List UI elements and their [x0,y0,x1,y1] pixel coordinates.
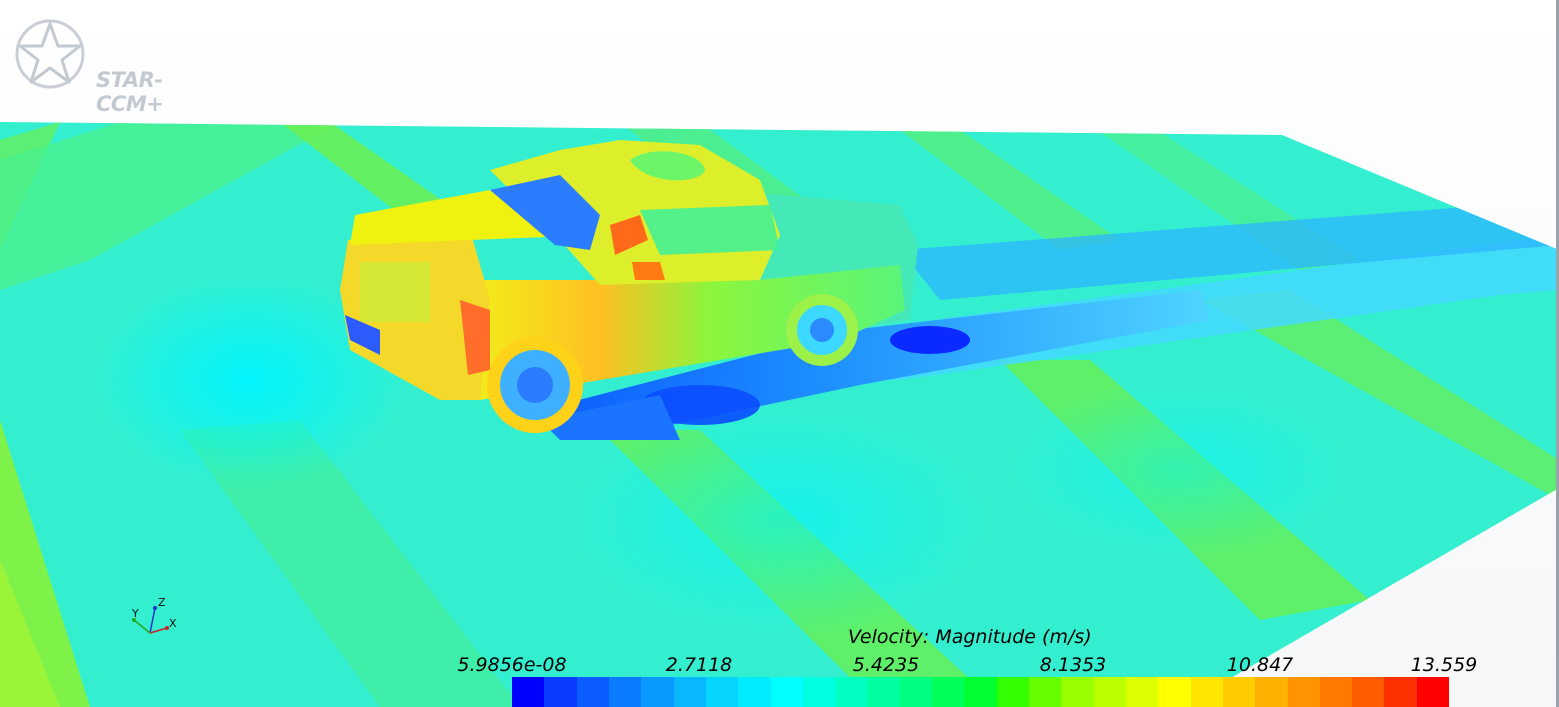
colorbar-swatch [932,677,965,707]
colorbar-swatch [899,677,933,707]
colorbar-swatch [1061,677,1094,707]
colorbar-swatch [1384,677,1417,707]
colorbar-swatch [996,677,1029,707]
legend-colorbar [512,677,1450,707]
colorbar-swatch [705,677,739,707]
colorbar-swatch [738,677,771,707]
logo-text: STAR-CCM+ [96,68,164,116]
star-ccm-logo-icon [15,19,85,89]
legend-tick-0: 5.9856e-08 [457,654,567,676]
legend-tick-3: 8.1353 [1039,654,1107,676]
colorbar-swatch [835,677,868,707]
colorbar-swatch [1352,677,1385,707]
colorbar-swatch [1125,677,1159,707]
colorbar-swatch [576,677,609,707]
colorbar-swatch [544,677,577,707]
ground-plane [0,122,1559,707]
colorbar-swatch [1416,677,1450,707]
colorbar-swatch [608,677,642,707]
colorbar-swatch [802,677,836,707]
triad-y-label: Y [132,607,139,620]
colorbar-swatch [1319,677,1353,707]
colorbar-swatch [1158,677,1191,707]
colorbar-swatch [964,677,997,707]
colorbar-swatch [641,677,674,707]
triad-z-label: Z [158,596,166,609]
colorbar-swatch [673,677,706,707]
legend-tick-4: 10.847 [1226,654,1294,676]
viewport-border [1556,0,1559,707]
colorbar-swatch [770,677,803,707]
star-ccm-logo: STAR-CCM+ [14,16,214,116]
colorbar-swatch [1287,677,1320,707]
colorbar-swatch [1029,677,1062,707]
triad-x-label: X [169,617,177,630]
legend-title: Velocity: Magnitude (m/s) [848,626,1092,648]
legend-tick-5: 13.559 [1410,654,1478,676]
legend-tick-1: 2.7118 [665,654,733,676]
orientation-triad: Z Y X [122,596,184,642]
colorbar-swatch [1190,677,1223,707]
legend-tick-2: 5.4235 [852,654,920,676]
colorbar-swatch [512,677,545,707]
colorbar-swatch [1222,677,1256,707]
pickup-truck-model [340,140,918,433]
colorbar-swatch [1093,677,1126,707]
colorbar-swatch [867,677,900,707]
colorbar-swatch [1255,677,1288,707]
